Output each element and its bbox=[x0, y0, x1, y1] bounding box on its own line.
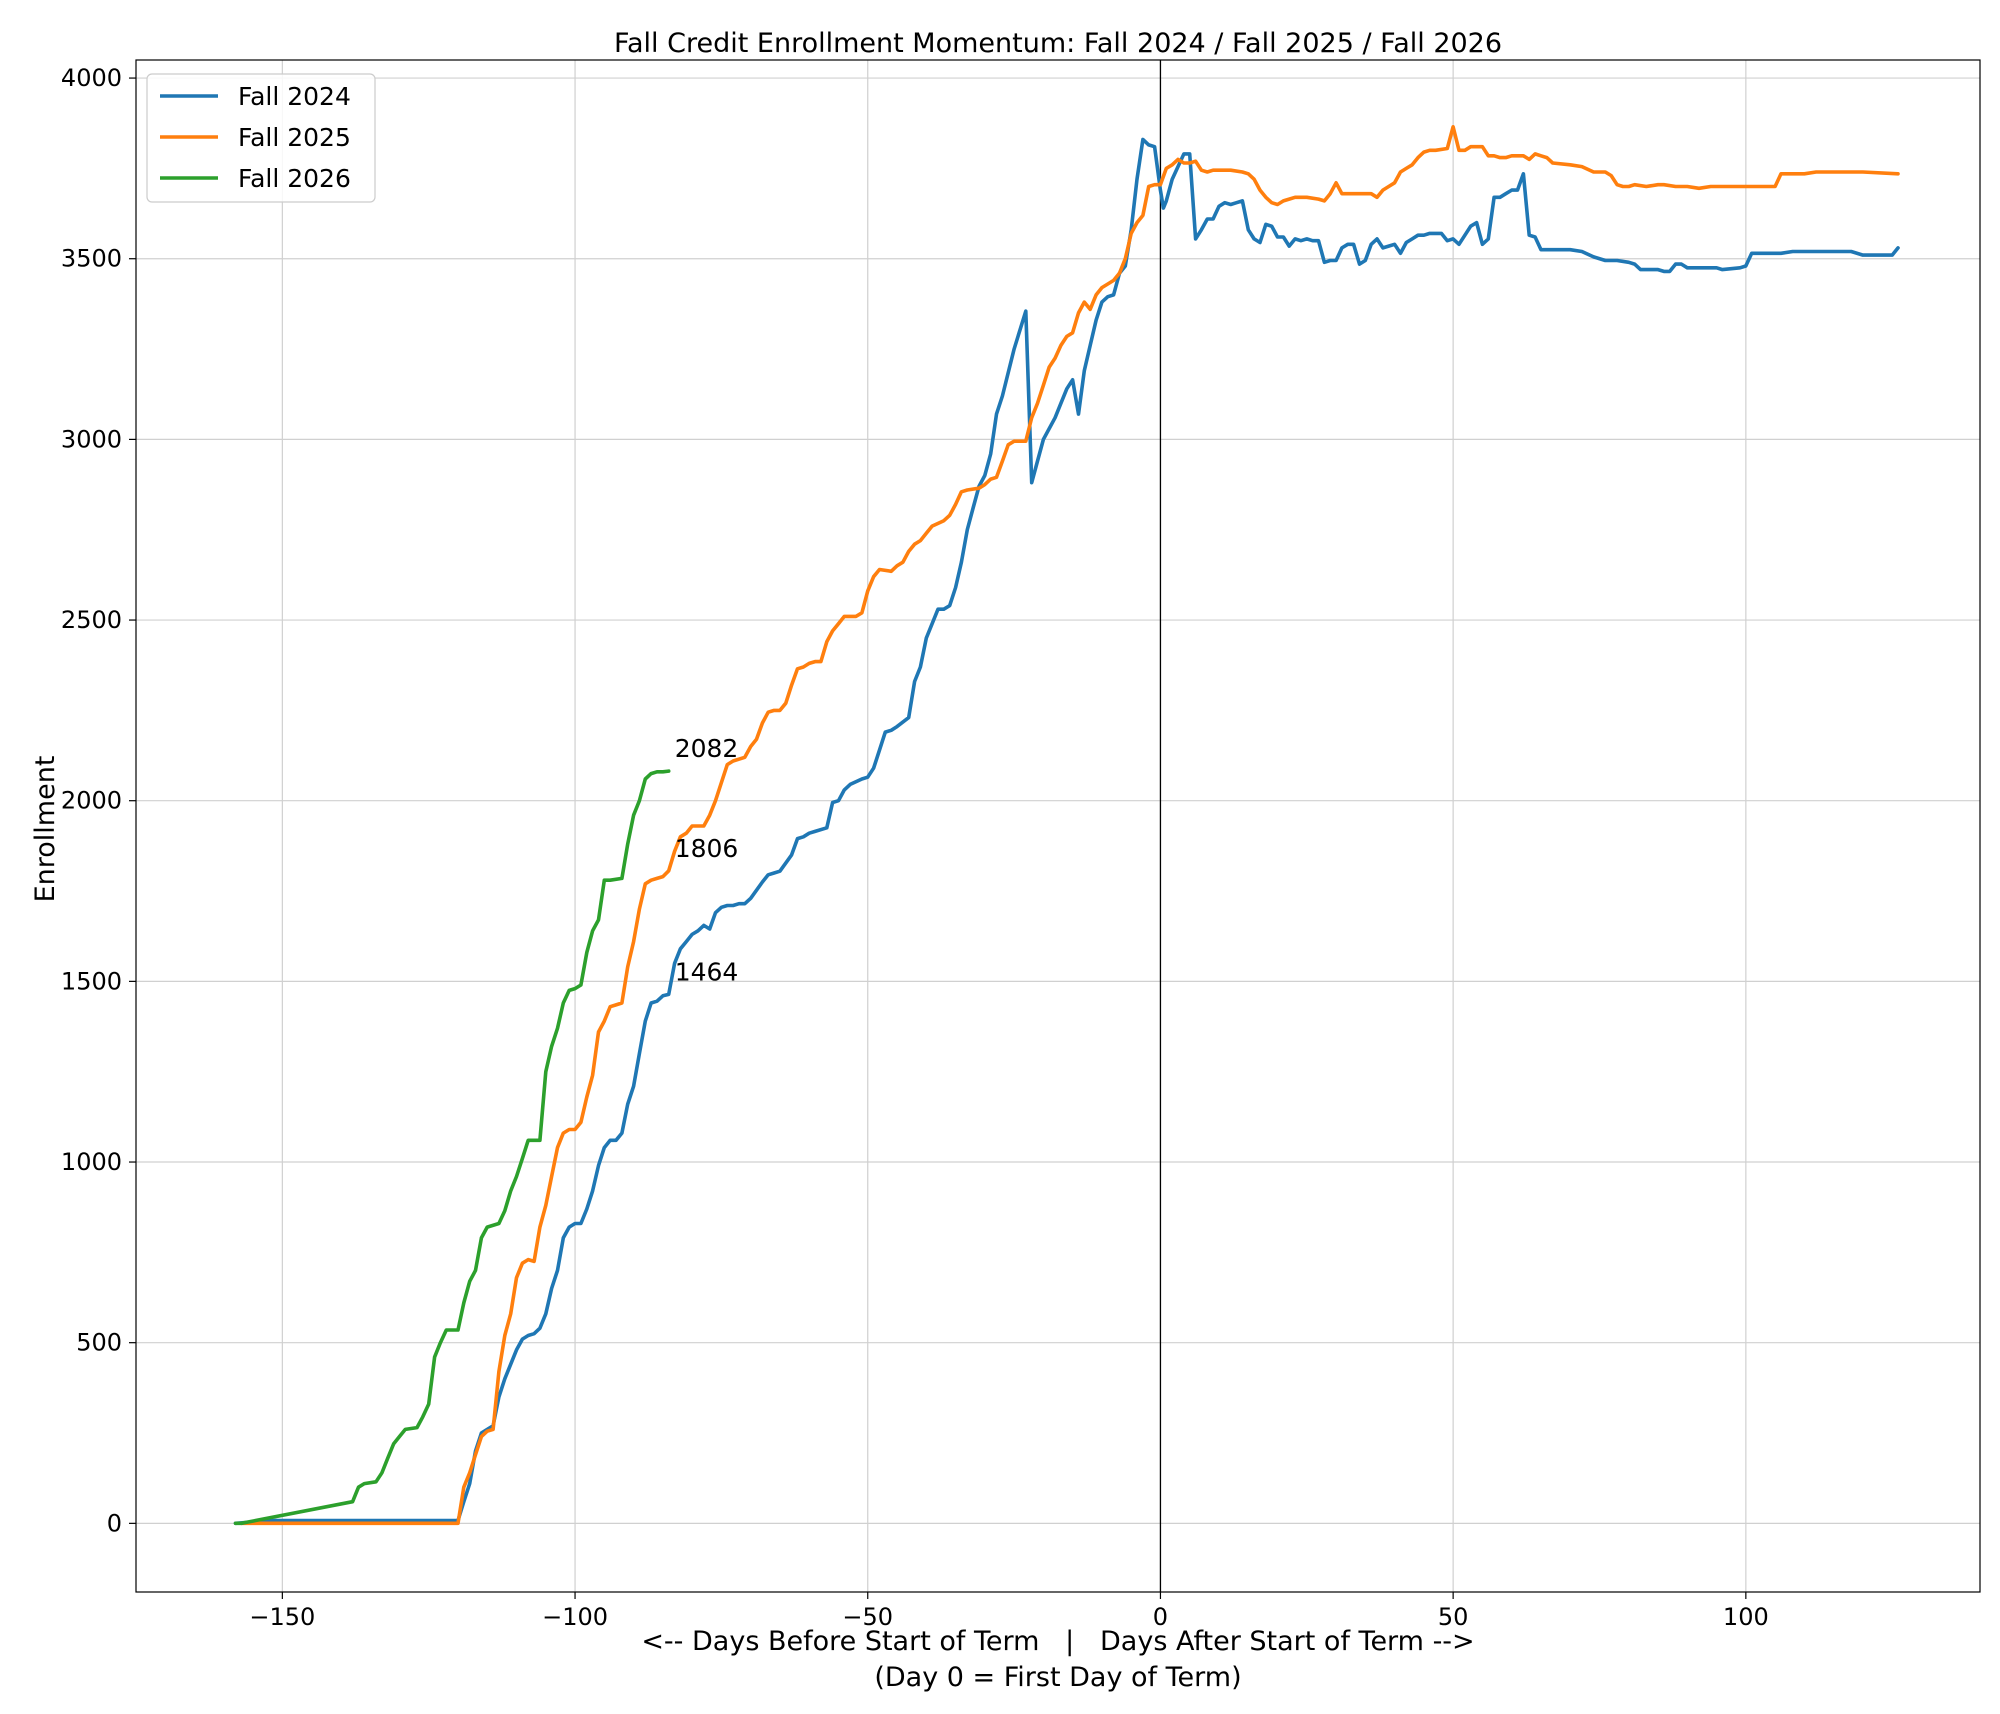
y-tick-label: 500 bbox=[76, 1329, 122, 1357]
y-tick-label: 0 bbox=[107, 1509, 122, 1537]
x-tick-label: 50 bbox=[1438, 1603, 1469, 1631]
legend-box bbox=[146, 73, 376, 203]
series-line-fall-2024 bbox=[233, 137, 1900, 1526]
legend-label-fall-2024: Fall 2024 bbox=[238, 82, 351, 111]
y-tick-label: 1000 bbox=[61, 1148, 122, 1176]
plot-area-frame bbox=[135, 59, 1981, 1593]
x-tick-label: −50 bbox=[842, 1603, 893, 1631]
y-tick-label: 1500 bbox=[61, 967, 122, 995]
x-tick-label: −100 bbox=[542, 1603, 608, 1631]
series-line-fall-2026 bbox=[233, 769, 671, 1526]
legend: Fall 2024 Fall 2025 Fall 2026 bbox=[146, 73, 376, 203]
y-tick-label: 3000 bbox=[61, 425, 122, 453]
series-line-fall-2025 bbox=[239, 125, 1900, 1526]
y-tick-label: 4000 bbox=[61, 64, 122, 92]
x-tick-label: 100 bbox=[1723, 1603, 1769, 1631]
legend-label-fall-2026: Fall 2026 bbox=[238, 164, 351, 193]
data-label-2082: 2082 bbox=[675, 734, 739, 763]
series-layer bbox=[233, 125, 1900, 1526]
y-tick-label: 3500 bbox=[61, 245, 122, 273]
x-tick-label: −150 bbox=[249, 1603, 315, 1631]
y-tick-label: 2500 bbox=[61, 606, 122, 634]
tick-layer: −150 −100 −50 0 50 10005001000150020002500300… bbox=[61, 64, 1769, 1631]
data-label-1806: 1806 bbox=[675, 834, 739, 863]
annotation-layer: 2082 1806 1464 bbox=[675, 734, 739, 986]
x-tick-label: 0 bbox=[1153, 1603, 1168, 1631]
data-label-1464: 1464 bbox=[675, 957, 739, 986]
chart-title: Fall Credit Enrollment Momentum: Fall 20… bbox=[614, 28, 1502, 59]
y-axis-label: Enrollment bbox=[30, 756, 61, 903]
x-axis-label-line1: <-- Days Before Start of Term | Days Aft… bbox=[641, 1626, 1474, 1657]
x-axis-label-line2: (Day 0 = First Day of Term) bbox=[874, 1662, 1241, 1693]
legend-label-fall-2025: Fall 2025 bbox=[238, 123, 351, 152]
y-tick-label: 2000 bbox=[61, 787, 122, 815]
grid-layer bbox=[136, 60, 1980, 1592]
